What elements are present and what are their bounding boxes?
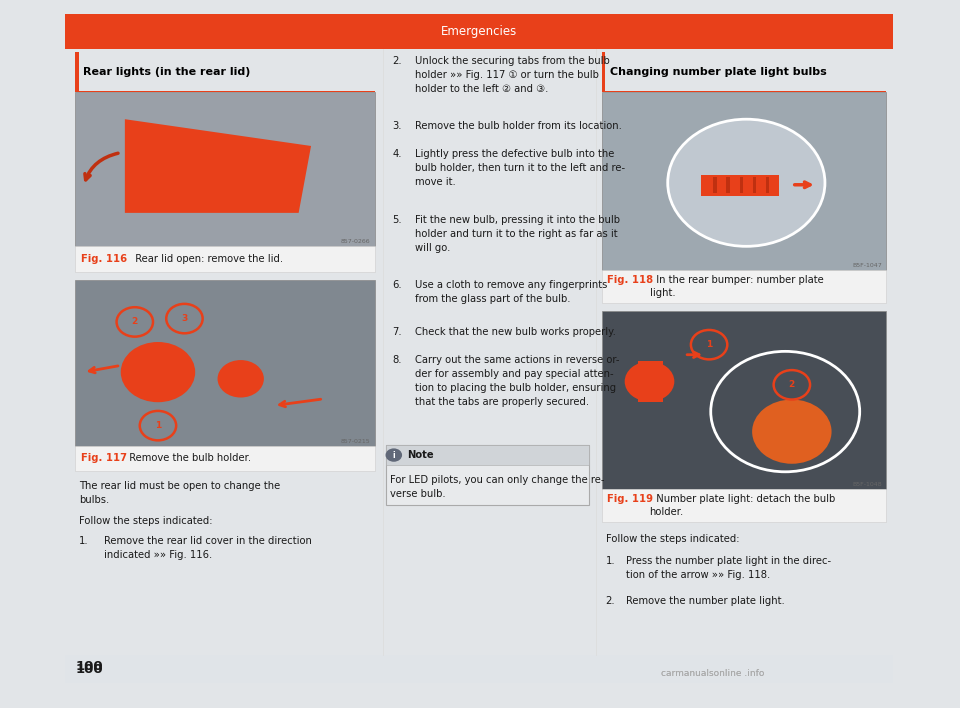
Bar: [386, 445, 589, 506]
Bar: [602, 270, 886, 303]
Bar: [386, 445, 589, 465]
Text: Number plate light: detach the bulb
holder.: Number plate light: detach the bulb hold…: [650, 494, 835, 517]
Text: 2.: 2.: [606, 596, 615, 606]
Bar: [75, 446, 374, 471]
Bar: [75, 246, 374, 272]
Text: 100: 100: [75, 660, 103, 673]
Text: 857-0266: 857-0266: [341, 239, 371, 244]
Text: Changing number plate light bulbs: Changing number plate light bulbs: [610, 67, 827, 76]
Text: 1: 1: [155, 421, 161, 430]
Circle shape: [121, 342, 195, 402]
Bar: [602, 489, 886, 522]
Text: Fig. 119: Fig. 119: [608, 494, 654, 504]
Text: Remove the rear lid cover in the direction
indicated »» Fig. 116.: Remove the rear lid cover in the directi…: [105, 536, 312, 560]
Bar: [75, 280, 374, 446]
Text: 5.: 5.: [392, 215, 402, 225]
Text: carmanualsonline .info: carmanualsonline .info: [661, 668, 764, 678]
Text: Remove the bulb holder.: Remove the bulb holder.: [123, 453, 252, 464]
Text: Use a cloth to remove any fingerprints
from the glass part of the bulb.: Use a cloth to remove any fingerprints f…: [416, 280, 608, 304]
Text: B5F-1047: B5F-1047: [852, 263, 882, 268]
Text: Fit the new bulb, pressing it into the bulb
holder and turn it to the right as f: Fit the new bulb, pressing it into the b…: [416, 215, 620, 253]
Text: For LED pilots, you can only change the re-
verse bulb.: For LED pilots, you can only change the …: [390, 474, 604, 498]
Circle shape: [625, 361, 674, 401]
Text: Follow the steps indicated:: Follow the steps indicated:: [80, 516, 213, 526]
Bar: [766, 178, 770, 193]
Text: The rear lid must be open to change the
bulbs.: The rear lid must be open to change the …: [80, 481, 280, 506]
Text: Carry out the same actions in reverse or-
der for assembly and pay special atten: Carry out the same actions in reverse or…: [416, 355, 620, 407]
Text: 857-0215: 857-0215: [341, 439, 371, 444]
Text: i: i: [393, 450, 396, 459]
Text: 1.: 1.: [80, 536, 89, 546]
Bar: [753, 178, 756, 193]
Bar: [65, 14, 893, 49]
Bar: [701, 175, 780, 196]
Bar: [602, 93, 886, 270]
Text: 2: 2: [789, 380, 795, 389]
Text: Unlock the securing tabs from the bulb
holder »» Fig. 117 ① or turn the bulb
hol: Unlock the securing tabs from the bulb h…: [416, 56, 610, 93]
Text: Check that the new bulb works properly.: Check that the new bulb works properly.: [416, 327, 616, 337]
Text: Remove the number plate light.: Remove the number plate light.: [626, 596, 785, 606]
Text: Emergencies: Emergencies: [441, 25, 517, 38]
Bar: [638, 361, 662, 401]
Text: Fig. 118: Fig. 118: [608, 275, 654, 285]
Circle shape: [386, 448, 402, 462]
Text: Fig. 116: Fig. 116: [81, 254, 127, 264]
Text: Rear lights (in the rear lid): Rear lights (in the rear lid): [84, 67, 251, 76]
Text: 1.: 1.: [606, 556, 615, 566]
Text: 4.: 4.: [392, 149, 401, 159]
Circle shape: [218, 360, 264, 397]
Text: Remove the bulb holder from its location.: Remove the bulb holder from its location…: [416, 121, 622, 131]
Text: 7.: 7.: [392, 327, 402, 337]
Text: B5F-1048: B5F-1048: [852, 481, 882, 486]
Bar: [602, 52, 605, 91]
Text: Press the number plate light in the direc-
tion of the arrow »» Fig. 118.: Press the number plate light in the dire…: [626, 556, 831, 580]
Text: 2.: 2.: [392, 56, 402, 66]
Text: 6.: 6.: [392, 280, 402, 290]
Text: 100: 100: [75, 663, 103, 675]
Text: 2: 2: [132, 317, 138, 326]
Text: 3.: 3.: [392, 121, 401, 131]
Bar: [75, 52, 79, 91]
Circle shape: [668, 119, 825, 246]
Text: Lightly press the defective bulb into the
bulb holder, then turn it to the left : Lightly press the defective bulb into th…: [416, 149, 626, 188]
Bar: [713, 178, 716, 193]
Text: Follow the steps indicated:: Follow the steps indicated:: [606, 534, 739, 544]
Bar: [75, 91, 374, 93]
Text: Rear lid open: remove the lid.: Rear lid open: remove the lid.: [129, 254, 283, 264]
Text: Note: Note: [407, 450, 434, 460]
Bar: [602, 312, 886, 489]
Circle shape: [752, 399, 831, 464]
Text: 1: 1: [706, 340, 712, 349]
Text: Fig. 117: Fig. 117: [81, 453, 127, 464]
Text: In the rear bumper: number plate
light.: In the rear bumper: number plate light.: [650, 275, 824, 298]
Bar: [65, 655, 893, 683]
Bar: [740, 178, 743, 193]
Bar: [602, 91, 886, 93]
Bar: [727, 178, 730, 193]
Text: carmanualsonline .info: carmanualsonline .info: [661, 668, 764, 678]
Polygon shape: [125, 119, 311, 213]
Text: 8.: 8.: [392, 355, 401, 365]
Bar: [75, 93, 374, 246]
Text: 3: 3: [181, 314, 187, 323]
